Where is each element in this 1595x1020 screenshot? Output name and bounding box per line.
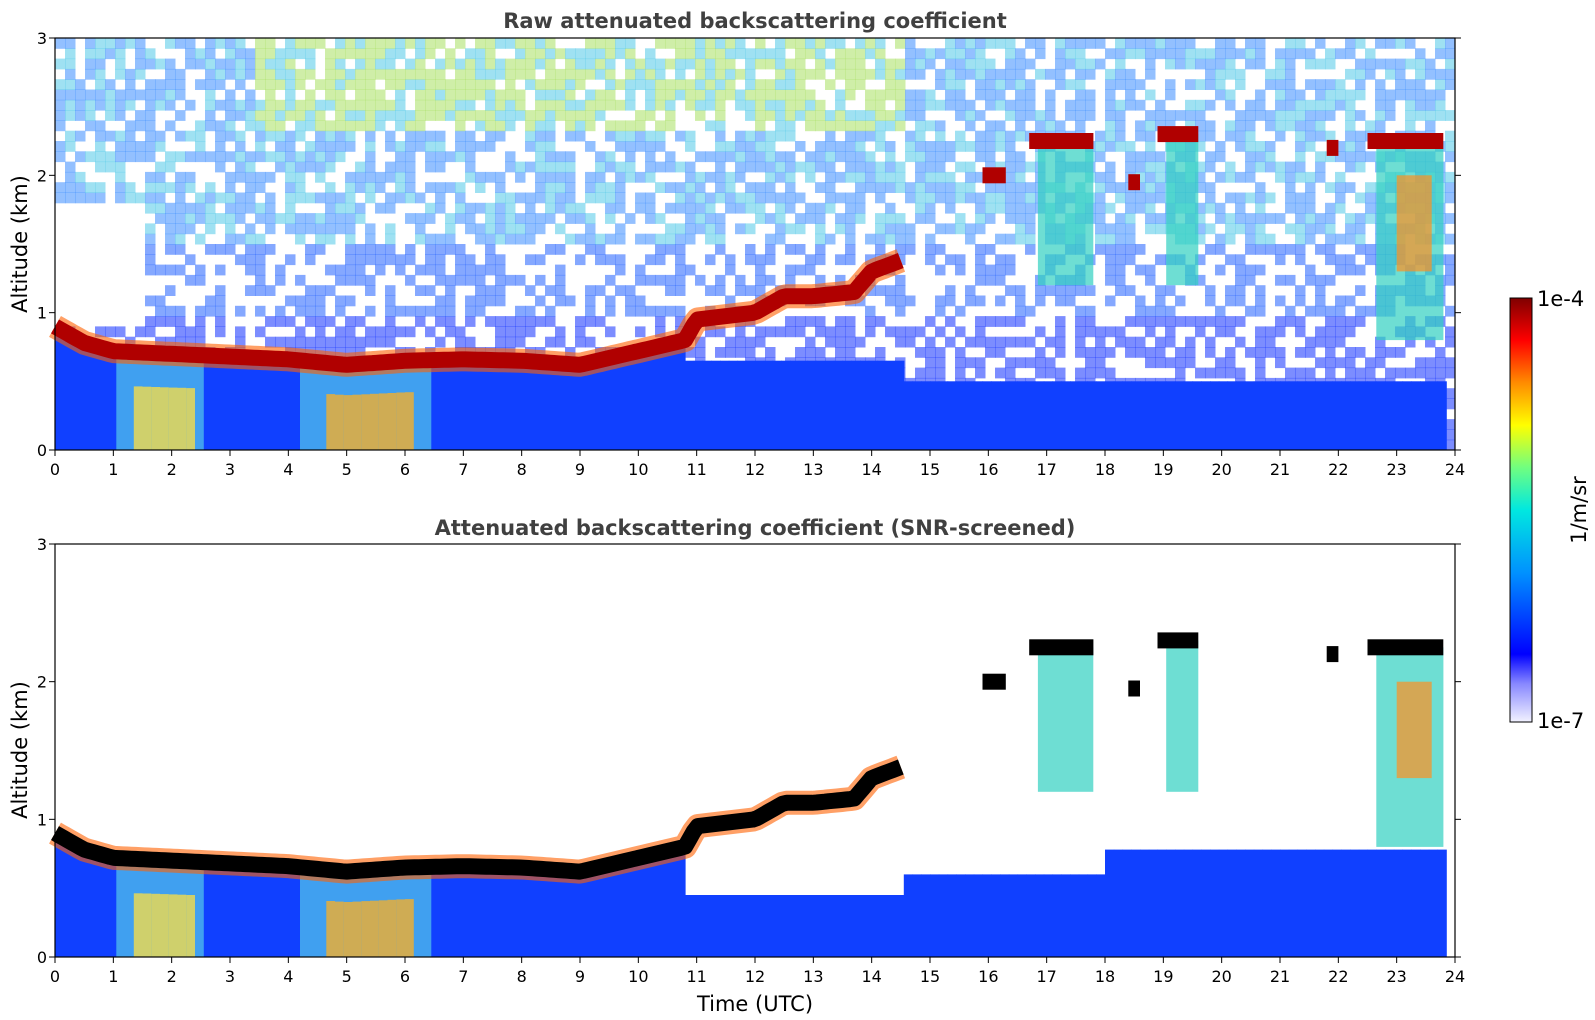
- raw-y-axis-label: Altitude (km): [8, 175, 32, 313]
- y-tick-label: 0: [37, 948, 47, 967]
- x-tick-label: 20: [1211, 967, 1231, 986]
- boundary-layer-field: [55, 335, 1447, 450]
- x-tick-label: 15: [920, 967, 940, 986]
- x-axis-label: Time (UTC): [696, 992, 813, 1016]
- boundary-layer-top-line: [51, 759, 905, 880]
- raw-panel-title: Raw attenuated backscattering coefficien…: [503, 9, 1007, 33]
- x-tick-label: 6: [400, 967, 410, 986]
- x-tick-label: 18: [1095, 967, 1115, 986]
- x-tick-label: 10: [628, 460, 648, 479]
- raw-y-axis: 0 1 2 3: [37, 29, 1461, 460]
- x-tick-label: 17: [1036, 967, 1056, 986]
- x-tick-label: 19: [1153, 460, 1173, 479]
- x-tick-label: 20: [1211, 460, 1231, 479]
- colorbar-unit-label: 1/m/sr: [1567, 476, 1591, 544]
- x-tick-label: 12: [745, 967, 765, 986]
- cloud-layer: [1029, 639, 1094, 792]
- colorbar-gradient: [1509, 297, 1533, 723]
- x-tick-label: 3: [225, 967, 235, 986]
- x-tick-label: 14: [861, 967, 881, 986]
- x-tick-label: 1: [108, 967, 118, 986]
- raw-backscatter-panel: Raw attenuated backscattering coefficien…: [8, 9, 1465, 479]
- x-tick-label: 8: [517, 967, 527, 986]
- x-tick-label: 0: [50, 460, 60, 479]
- x-tick-label: 16: [978, 967, 998, 986]
- y-tick-label: 3: [37, 535, 47, 554]
- x-tick-label: 9: [575, 460, 585, 479]
- cloud-layer: [1326, 139, 1339, 156]
- colorbar: 1e-4 1e-7 1/m/sr: [1509, 287, 1591, 733]
- x-tick-label: 21: [1270, 460, 1290, 479]
- x-tick-label: 24: [1445, 967, 1465, 986]
- y-tick-label: 2: [37, 673, 47, 692]
- x-tick-label: 19: [1153, 967, 1173, 986]
- x-tick-label: 5: [342, 460, 352, 479]
- x-tick-label: 4: [283, 460, 293, 479]
- cloud-layer: [1128, 680, 1140, 697]
- cloud-layer: [1128, 174, 1140, 191]
- x-tick-label: 2: [167, 967, 177, 986]
- x-tick-label: 21: [1270, 967, 1290, 986]
- screened-y-axis: 0 1 2 3: [37, 535, 1461, 967]
- cloud-layer: [1157, 632, 1199, 792]
- boundary-layer-field: [55, 842, 1447, 957]
- x-tick-label: 12: [745, 460, 765, 479]
- colorbar-max-label: 1e-4: [1537, 287, 1584, 311]
- x-tick-label: 2: [167, 460, 177, 479]
- raw-backscatter-heatmap: [47, 38, 1456, 451]
- cloud-layer: [1157, 126, 1199, 286]
- y-tick-label: 1: [37, 304, 47, 323]
- x-tick-label: 8: [517, 460, 527, 479]
- x-tick-label: 23: [1386, 460, 1406, 479]
- x-tick-label: 17: [1036, 460, 1056, 479]
- x-tick-label: 18: [1095, 460, 1115, 479]
- cloud-layer: [982, 167, 1006, 184]
- y-tick-label: 2: [37, 166, 47, 185]
- x-tick-label: 1: [108, 460, 118, 479]
- screened-panel-title: Attenuated backscattering coefficient (S…: [435, 516, 1076, 540]
- cloud-layer: [1367, 133, 1444, 341]
- x-tick-label: 9: [575, 967, 585, 986]
- cloud-layer: [1029, 133, 1094, 286]
- screened-y-axis-label: Altitude (km): [8, 681, 32, 819]
- x-tick-label: 0: [50, 967, 60, 986]
- x-tick-label: 11: [686, 967, 706, 986]
- y-tick-label: 1: [37, 810, 47, 829]
- x-tick-label: 14: [861, 460, 881, 479]
- raw-x-axis: 0 1 2 3 4 5 6 7 8 9 10 11 12 13 14 15 16 17 18 19 20 21 22 23 24: [50, 450, 1465, 479]
- x-tick-label: 22: [1328, 967, 1348, 986]
- screened-backscatter-panel: Attenuated backscattering coefficient (S…: [8, 516, 1465, 1016]
- y-tick-label: 0: [37, 441, 47, 460]
- x-tick-label: 7: [458, 967, 468, 986]
- x-tick-label: 22: [1328, 460, 1348, 479]
- x-tick-label: 13: [803, 460, 823, 479]
- x-tick-label: 3: [225, 460, 235, 479]
- x-tick-label: 15: [920, 460, 940, 479]
- x-tick-label: 5: [342, 967, 352, 986]
- x-tick-label: 11: [686, 460, 706, 479]
- x-tick-label: 23: [1386, 967, 1406, 986]
- boundary-layer-top-line: [51, 253, 905, 373]
- x-tick-label: 4: [283, 967, 293, 986]
- x-tick-label: 6: [400, 460, 410, 479]
- screened-x-axis: 0 1 2 3 4 5 6 7 8 9 10 11 12 13 14 15 16 17 18 19 20 21 22 23 24: [50, 957, 1465, 986]
- x-tick-label: 13: [803, 967, 823, 986]
- x-tick-label: 7: [458, 460, 468, 479]
- cloud-layer: [1367, 639, 1444, 847]
- colorbar-min-label: 1e-7: [1537, 709, 1584, 733]
- x-tick-label: 24: [1445, 460, 1465, 479]
- screened-backscatter-heatmap: [47, 544, 1455, 957]
- x-tick-label: 16: [978, 460, 998, 479]
- y-tick-label: 3: [37, 29, 47, 48]
- cloud-layer: [982, 673, 1006, 690]
- cloud-layer: [1326, 646, 1339, 663]
- x-tick-label: 10: [628, 967, 648, 986]
